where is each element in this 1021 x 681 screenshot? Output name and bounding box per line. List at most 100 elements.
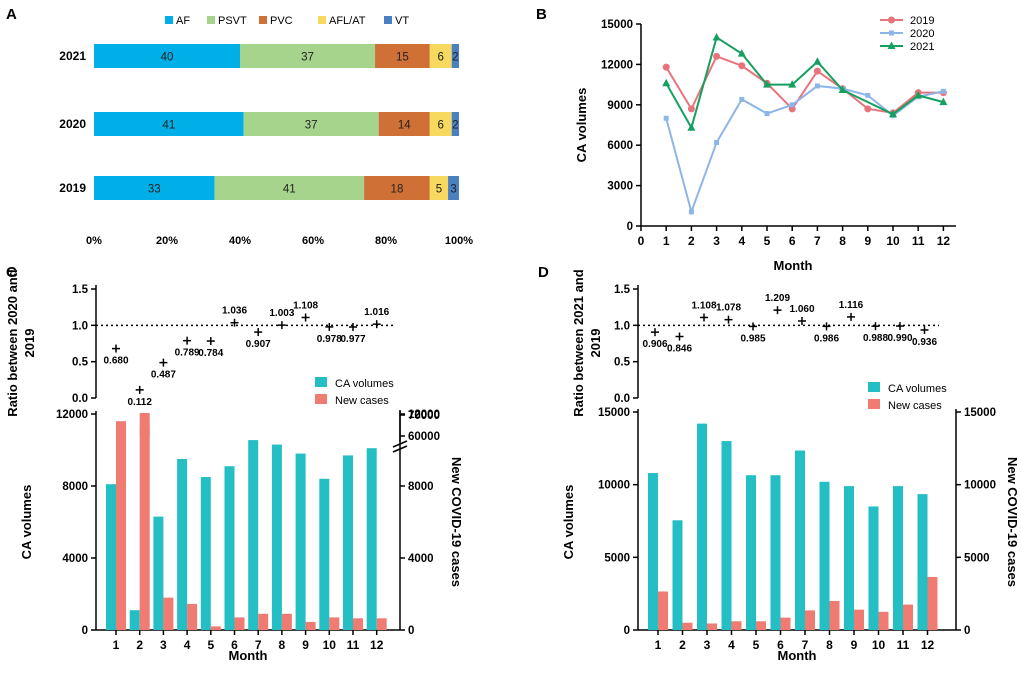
d-bar-new-cases <box>927 576 938 630</box>
c-bar-ca-volumes <box>295 453 306 630</box>
d-bar-new-cases <box>854 609 864 630</box>
d-ratio-label: 0.936 <box>912 337 937 348</box>
d-bar-new-cases <box>780 617 791 630</box>
c-ratio-label: 0.978 <box>317 334 342 345</box>
b-point-2021 <box>788 80 797 88</box>
d-right-ytick-label: 5000 <box>964 552 990 564</box>
c-legend-swatch <box>315 394 327 404</box>
d-xtick-label: 3 <box>704 638 711 652</box>
c-bar-new-cases <box>305 621 316 630</box>
ratio-y-title: Ratio between 2020 and <box>5 269 20 416</box>
d-bar-new-cases <box>682 622 693 630</box>
a-bar-af <box>94 112 244 136</box>
c-xtick-label: 8 <box>279 638 286 652</box>
a-category-label: 2019 <box>59 181 86 195</box>
c-bar-new-cases <box>116 421 126 630</box>
b-legend-label: 2019 <box>910 15 934 27</box>
d-bar-new-cases <box>878 611 889 630</box>
d-xtick-label: 4 <box>728 638 735 652</box>
a-data-label: 18 <box>391 184 404 196</box>
d-bar-new-cases <box>707 623 717 630</box>
a-bar-psvt <box>240 44 376 68</box>
a-category-label: 2021 <box>59 49 86 63</box>
a-data-label: 2 <box>452 52 458 64</box>
a-bar-pvc <box>364 176 430 200</box>
d-right-axis-title: New COVID-19 cases <box>1005 457 1020 587</box>
c-legend-label: New cases <box>335 395 389 407</box>
d-ratio-label: 0.988 <box>863 333 888 344</box>
c-ratio-label: 0.784 <box>198 348 223 359</box>
a-bar-af <box>94 176 215 200</box>
b-point-2020 <box>688 209 694 215</box>
b-point-2019 <box>813 67 821 75</box>
d-bar-ca-volumes <box>770 475 781 630</box>
d-ratio-label: 1.060 <box>789 304 814 315</box>
b-xtick-label: 11 <box>912 234 925 248</box>
b-point-2019 <box>662 63 670 71</box>
c-right-ytick-label: 60000 <box>408 431 440 443</box>
a-legend-swatch <box>384 16 392 24</box>
b-point-2021 <box>687 123 696 131</box>
a-xtick-label: 60% <box>302 235 324 247</box>
c-ratio-label: 1.016 <box>364 307 389 318</box>
a-data-label: 15 <box>396 52 409 64</box>
d-bar-new-cases <box>756 621 766 630</box>
a-xtick-label: 20% <box>156 235 178 247</box>
d-ratio-ytick-label: 1.0 <box>614 320 630 332</box>
d-xtick-label: 11 <box>897 638 910 652</box>
a-bar-vt <box>451 44 459 68</box>
c-ratio-label: 0.977 <box>340 334 365 345</box>
d-bar-ca-volumes <box>648 473 658 630</box>
a-bar-vt <box>448 176 459 200</box>
d-bar-new-cases <box>829 600 840 630</box>
b-point-2020 <box>764 111 770 117</box>
d-xtick-label: 7 <box>802 638 809 652</box>
b-point-2020 <box>865 92 871 98</box>
a-data-label: 14 <box>398 120 411 132</box>
b-ytick-label: 12000 <box>601 59 633 71</box>
d-ytick-label: 0 <box>624 625 630 637</box>
d-bar-ca-volumes <box>893 486 903 630</box>
c-ratio-label: 0.907 <box>246 339 271 350</box>
b-point-2021 <box>712 32 721 41</box>
b-xtick-label: 1 <box>663 234 670 248</box>
c-bar-new-cases <box>210 626 221 630</box>
c-bar-new-cases <box>163 597 174 630</box>
b-point-2021 <box>939 97 948 106</box>
d-x-axis-title: Month <box>778 648 817 663</box>
b-xtick-label: 12 <box>937 234 951 248</box>
c-xtick-label: 4 <box>184 638 191 652</box>
a-bar-pvc <box>375 44 430 68</box>
a-data-label: 41 <box>162 120 175 132</box>
c-xtick-label: 3 <box>160 638 167 652</box>
c-bar-ca-volumes <box>248 440 259 630</box>
d-bar-new-cases <box>658 591 668 630</box>
c-right-ytick-label: 0 <box>408 625 414 637</box>
b-xtick-label: 5 <box>764 234 771 248</box>
a-data-label: 33 <box>148 184 161 196</box>
b-line-2020 <box>665 84 944 216</box>
c-xtick-label: 7 <box>255 638 262 652</box>
c-ratio-label: 0.789 <box>175 348 200 359</box>
panel-label-b: B <box>536 6 547 23</box>
c-xtick-label: 12 <box>370 638 384 652</box>
panel-label-c: C <box>6 264 17 281</box>
b-xtick-label: 2 <box>688 234 695 248</box>
c-bar-new-cases <box>187 603 198 630</box>
d-bar-ca-volumes <box>746 475 756 630</box>
c-xtick-label: 6 <box>231 638 238 652</box>
c-bar-ca-volumes <box>319 478 330 630</box>
c-bar-ca-volumes <box>129 610 140 630</box>
d-ratio-ytick-label: 0.5 <box>614 357 631 369</box>
b-point-2021 <box>838 85 847 93</box>
d-xtick-label: 5 <box>753 638 760 652</box>
a-bar-af <box>94 44 240 68</box>
b-xtick-label: 9 <box>864 234 871 248</box>
c-bar-ca-volumes <box>271 444 282 630</box>
d-bar-new-cases <box>731 621 742 630</box>
a-legend-swatch <box>318 16 326 24</box>
c-legend-label: CA volumes <box>335 378 394 390</box>
d-y-axis-title: CA volumes <box>561 485 576 560</box>
b-line-2019 <box>665 55 944 114</box>
